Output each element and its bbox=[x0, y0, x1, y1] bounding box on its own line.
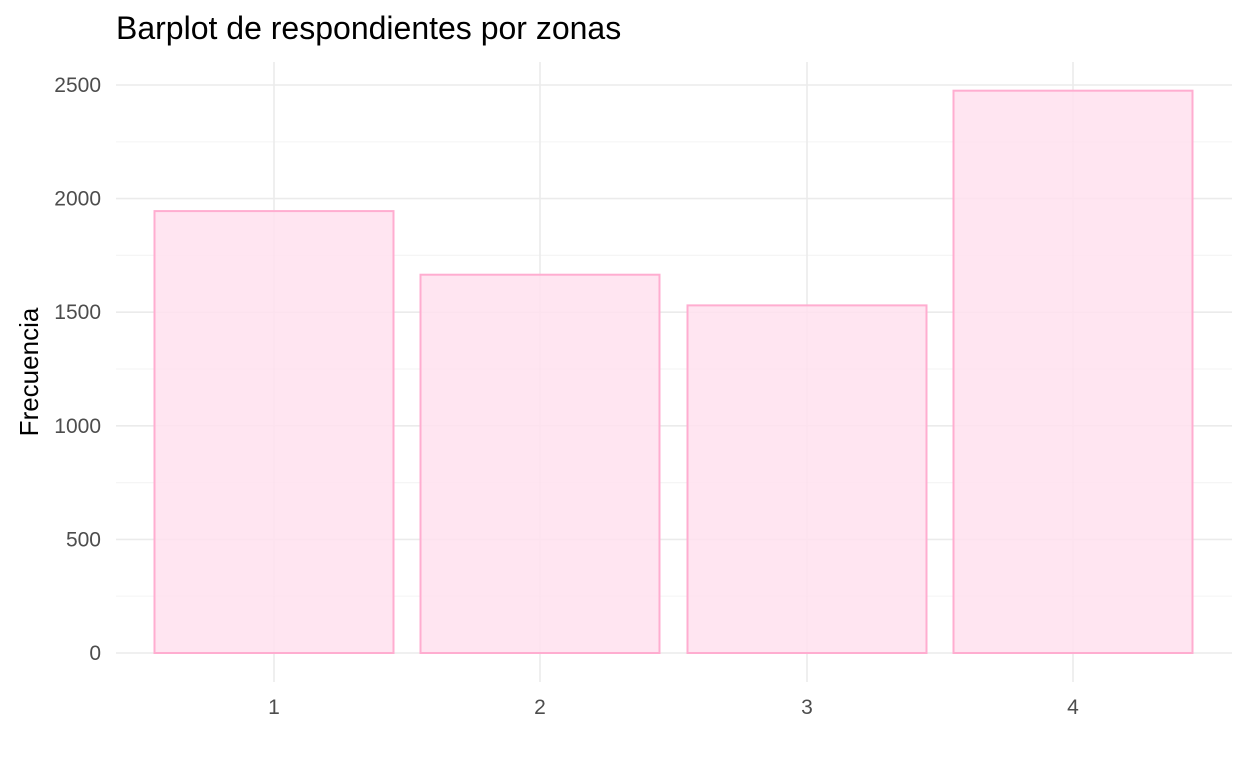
x-tick-label: 3 bbox=[801, 696, 813, 719]
x-tick-label: 1 bbox=[268, 696, 280, 719]
x-tick-label: 4 bbox=[1067, 696, 1079, 719]
y-tick-label: 500 bbox=[66, 528, 101, 551]
x-tick-labels: 1 2 3 4 bbox=[268, 696, 1079, 719]
y-axis-label: Frecuencia bbox=[14, 307, 44, 436]
y-tick-label: 2000 bbox=[54, 188, 101, 211]
y-tick-labels: 0 500 1000 1500 2000 2500 bbox=[54, 74, 101, 665]
y-tick-label: 1500 bbox=[54, 301, 101, 324]
bar bbox=[419, 273, 661, 654]
bar bbox=[686, 304, 928, 654]
chart-title: Barplot de respondientes por zonas bbox=[116, 10, 622, 46]
bars bbox=[153, 89, 1194, 655]
y-tick-label: 2500 bbox=[54, 74, 101, 97]
bar bbox=[952, 89, 1194, 655]
y-tick-label: 1000 bbox=[54, 415, 101, 438]
y-tick-label: 0 bbox=[89, 642, 101, 665]
x-tick-label: 2 bbox=[534, 696, 546, 719]
bar bbox=[153, 210, 395, 654]
